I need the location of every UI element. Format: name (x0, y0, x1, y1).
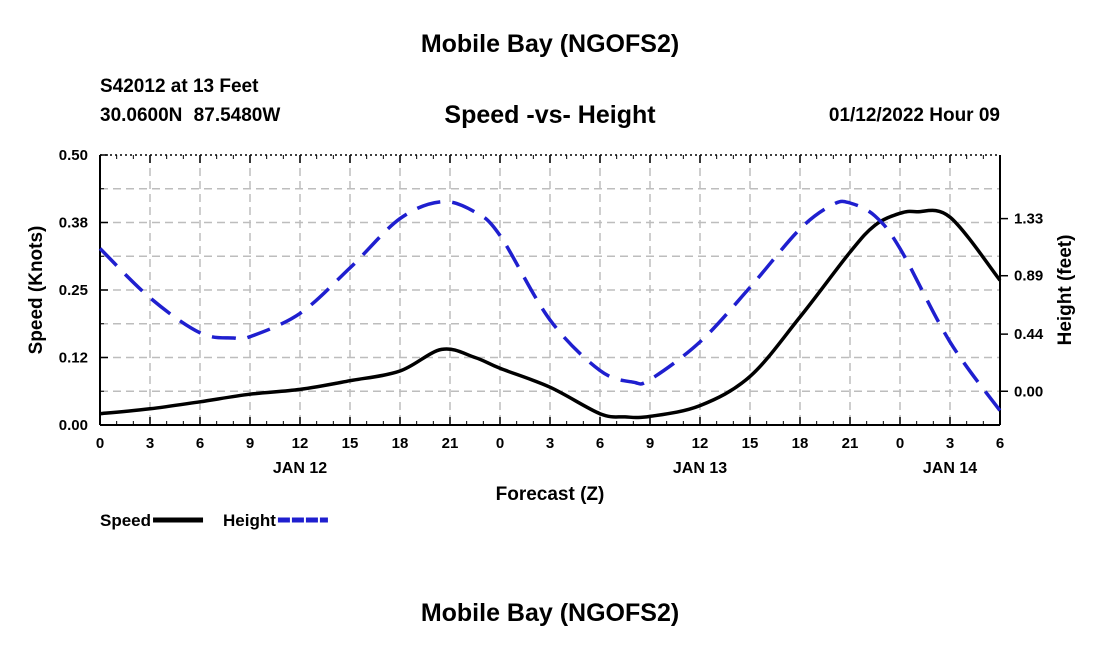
station-coordinates: 30.0600N 87.5480W (100, 105, 281, 126)
grid (100, 155, 1000, 425)
chart-subtitle: Speed -vs- Height (444, 101, 656, 129)
legend-label-speed: Speed (100, 511, 151, 530)
height-series-line (98, 199, 1002, 412)
x-tick-label: 12 (692, 435, 709, 452)
x-tick-label: 6 (196, 435, 204, 452)
y-right-tick-label: 0.89 (1014, 268, 1043, 285)
x-date-label: JAN 13 (673, 460, 727, 477)
x-tick-label: 21 (442, 435, 459, 452)
footer-title: Mobile Bay (NGOFS2) (420, 599, 680, 627)
x-date-label: JAN 14 (923, 460, 977, 477)
x-tick-label: 0 (496, 435, 504, 452)
x-tick-label: 12 (292, 435, 309, 452)
x-tick-label: 15 (742, 435, 759, 452)
y-right-tick-label: 1.33 (1014, 211, 1043, 228)
x-tick-label: 6 (996, 435, 1004, 452)
legend: Speed Height (100, 511, 328, 530)
series (98, 199, 1002, 420)
x-tick-label: 15 (342, 435, 359, 452)
x-date-label: JAN 12 (273, 460, 327, 477)
x-tick-label: 9 (246, 435, 254, 452)
x-tick-label: 6 (596, 435, 604, 452)
legend-label-height: Height (223, 511, 276, 530)
y-right-tick-label: 0.00 (1014, 383, 1043, 400)
y-left-tick-label: 0.25 (59, 282, 88, 299)
x-tick-label: 18 (392, 435, 409, 452)
y-right-axis-title: Height (feet) (1055, 235, 1076, 346)
x-tick-label: 18 (792, 435, 809, 452)
x-tick-label: 9 (646, 435, 654, 452)
x-tick-label: 0 (96, 435, 104, 452)
chart-main-title: Mobile Bay (NGOFS2) (420, 30, 680, 58)
y-right-tick-label: 0.44 (1014, 326, 1044, 343)
y-left-tick-label: 0.38 (59, 215, 88, 232)
x-tick-label: 21 (842, 435, 859, 452)
x-tick-label: 3 (146, 435, 154, 452)
run-time: 01/12/2022 Hour 09 (828, 105, 1000, 126)
station-id: S42012 at 13 Feet (100, 76, 259, 97)
speed-series-line (99, 208, 1002, 420)
x-tick-label: 0 (896, 435, 904, 452)
y-left-tick-label: 0.00 (59, 417, 88, 434)
x-axis-title: Forecast (Z) (496, 484, 605, 505)
y-left-tick-label: 0.12 (59, 350, 88, 367)
x-tick-label: 3 (946, 435, 954, 452)
axes: 0 3 6 9 12 15 18 21 0 3 6 9 12 15 18 21 0 3 6 0.00 0.12 0.25 0… (26, 147, 1076, 505)
x-tick-label: 3 (546, 435, 554, 452)
y-left-tick-label: 0.50 (59, 147, 88, 164)
y-left-axis-title: Speed (Knots) (26, 226, 47, 355)
